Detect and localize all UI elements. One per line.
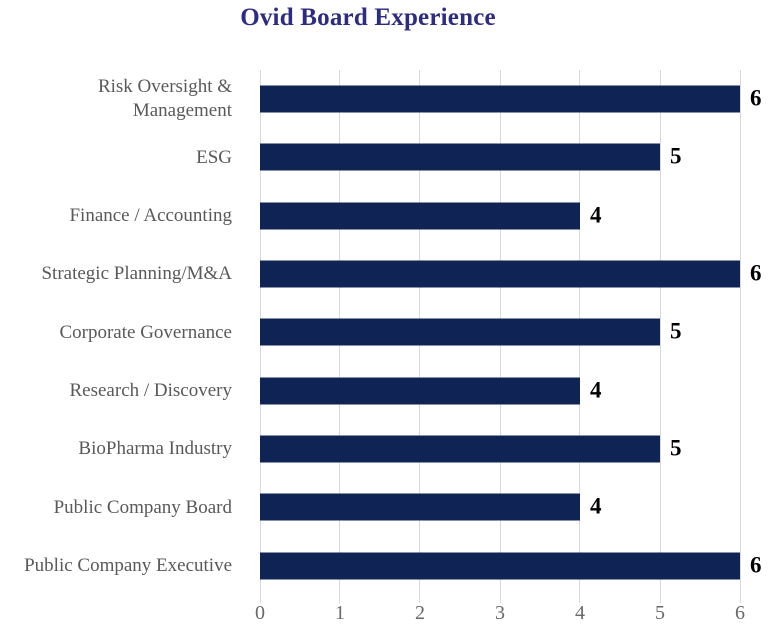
plot-cell: 4 [260,478,740,536]
chart-row: Finance / Accounting 4 [0,187,740,245]
chart-row: Corporate Governance 5 [0,303,740,361]
value-label: 4 [589,493,602,519]
category-label: BioPharma Industry [78,438,232,460]
value-label: 6 [750,260,762,286]
chart-row: Research / Discovery 4 [0,362,740,420]
plot-cell: 6 [260,70,762,128]
category-label: Strategic Planning/M&A [41,263,232,285]
value-label: 4 [589,202,602,228]
plot-cell: 6 [260,537,762,595]
bar [260,493,580,521]
x-tick-label: 2 [414,602,425,624]
value-label: 6 [750,85,762,111]
value-label: 6 [750,552,762,578]
plot-cell: 5 [260,128,740,186]
x-tick-label: 5 [655,602,665,624]
category-label: Public Company Executive [24,554,232,576]
value-label: 5 [670,318,682,344]
bar [260,435,660,463]
category-label: Corporate Governance [59,321,232,343]
bar [260,143,660,171]
bar [260,260,740,288]
chart-row: Public Company Board 4 [0,478,740,536]
plot-cell: 5 [260,303,740,361]
x-tick-label: 4 [574,602,585,624]
chart-row: Risk Oversight & Management 6 [0,70,762,128]
chart-row: Public Company Executive 6 [0,537,762,595]
gridline [739,70,741,603]
category-label: Public Company Board [53,496,232,518]
plot-cell: 4 [260,362,740,420]
plot-cell: 6 [260,245,762,303]
chart-row: BioPharma Industry 5 [0,420,740,478]
category-label: ESG [196,146,232,168]
bar [260,85,740,113]
x-tick-label: 1 [334,602,345,624]
chart-row: Strategic Planning/M&A 6 [0,245,762,303]
bar [260,377,580,405]
chart-row: ESG 5 [0,128,740,186]
value-label: 5 [670,143,682,169]
category-label: Risk Oversight & Management [97,76,232,122]
x-axis-tick-labels: 0 1 2 3 4 5 6 [255,602,745,628]
category-label: Finance / Accounting [69,204,232,226]
value-label: 4 [589,377,602,403]
chart-title: Ovid Board Experience [240,4,496,31]
chart-rows: Risk Oversight & Management 6 ESG 5 Finance … [0,70,762,595]
plot-cell: 5 [260,420,740,478]
bar [260,318,660,346]
value-label: 5 [670,435,682,461]
bar [260,202,580,230]
bar [260,552,740,580]
x-tick-label: 0 [255,602,265,624]
plot-cell: 4 [260,187,740,245]
gridline [659,70,661,603]
category-label: Research / Discovery [69,379,233,401]
x-tick-label: 3 [495,602,505,624]
x-tick-label: 6 [735,602,745,624]
